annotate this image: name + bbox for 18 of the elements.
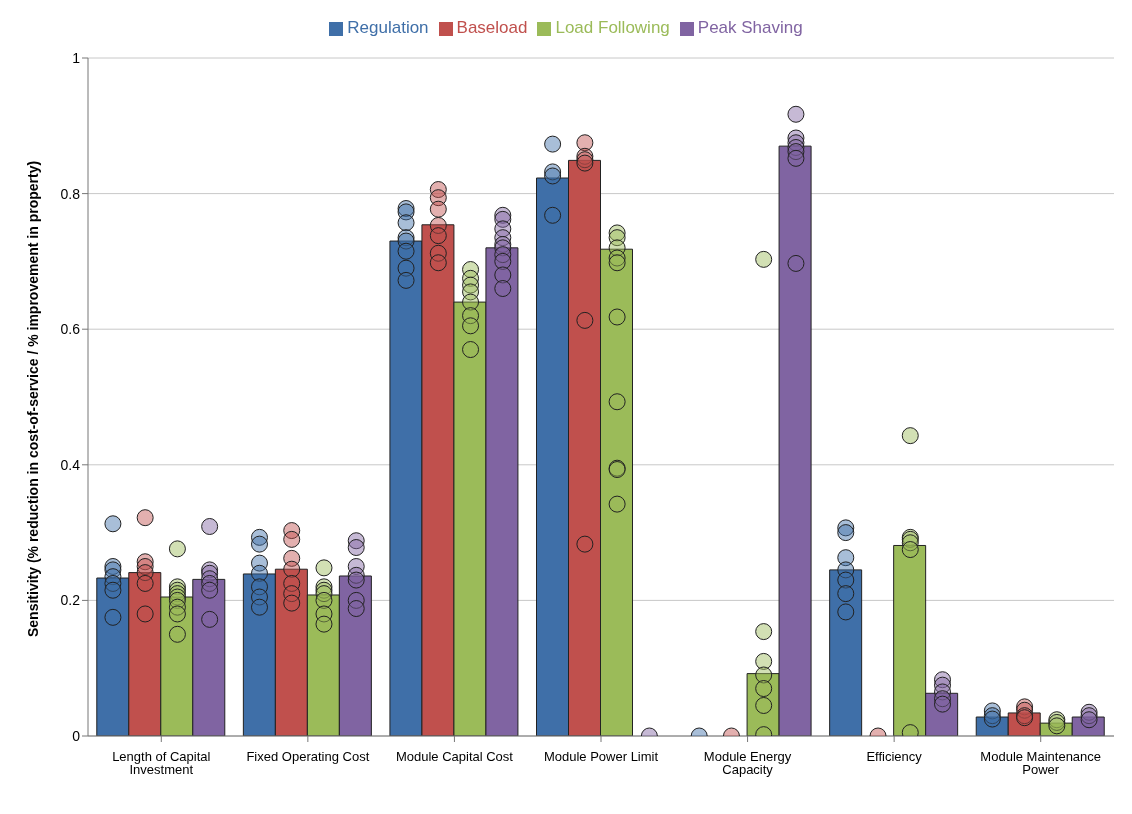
- y-axis-title: Sensitivity (% reduction in cost-of-service / % improvement in property): [24, 160, 41, 637]
- x-tick-label: Module Maintenance Power: [980, 749, 1102, 778]
- legend-label: Baseload: [456, 18, 528, 37]
- x-tick-label: Module Capital Cost: [395, 749, 514, 765]
- x-tick-label: Module Power Limit: [543, 749, 659, 765]
- x-tick-label: Efficiency: [866, 749, 923, 765]
- legend-label: Peak Shaving: [697, 18, 803, 37]
- y-tick-label: 1: [72, 49, 81, 66]
- legend-label: Regulation: [347, 18, 429, 37]
- x-tick-label: Module Energy Capacity: [703, 749, 792, 778]
- y-tick-label: 0.4: [60, 456, 81, 473]
- x-tick-label: Length of Capital Investment: [112, 749, 211, 778]
- y-tick-label: 0.8: [60, 185, 81, 202]
- legend-label: Load Following: [555, 18, 670, 37]
- y-tick-label: 0.2: [60, 592, 81, 609]
- x-tick-label: Fixed Operating Cost: [246, 749, 370, 765]
- y-tick-label: 0.6: [60, 321, 81, 338]
- y-tick-label: 0: [72, 727, 81, 744]
